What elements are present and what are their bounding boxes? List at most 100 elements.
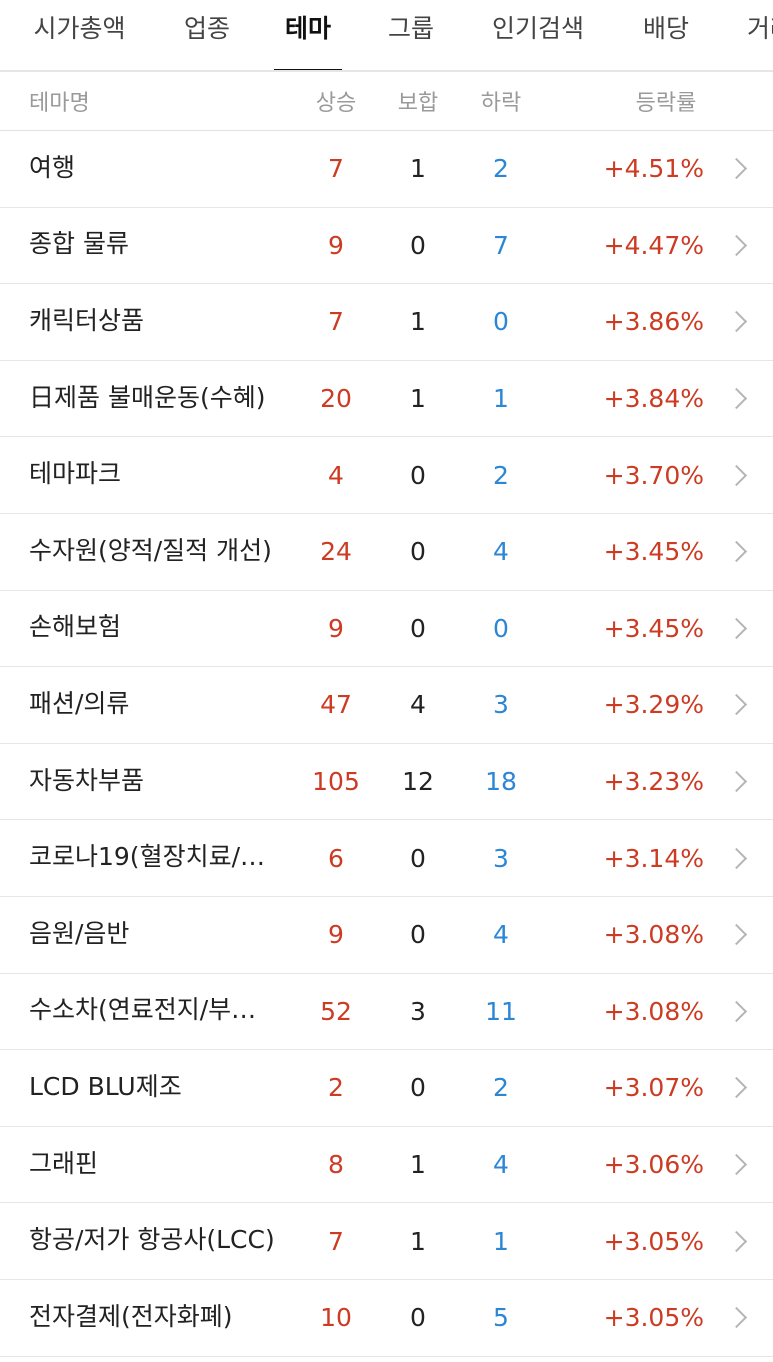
theme-name: 자동차부품: [29, 765, 145, 795]
falling-count: 2: [493, 1073, 509, 1103]
tab-popular-search[interactable]: 인기검색: [491, 14, 584, 43]
row-chevron: [724, 897, 756, 973]
table-row[interactable]: 여행 7 1 2 +4.51%: [0, 131, 773, 208]
unchanged-count: 1: [410, 307, 426, 337]
theme-name: 수자원(양적/질적 개선): [29, 535, 272, 565]
row-chevron: [724, 131, 756, 207]
theme-name: 日제품 불매운동(수혜): [29, 382, 266, 412]
rising-count: 9: [328, 920, 344, 950]
falling-count: 0: [493, 613, 509, 643]
theme-name: 테마파크: [29, 459, 122, 489]
table-row[interactable]: 손해보험 9 0 0 +3.45%: [0, 591, 773, 668]
change-rate: +3.86%: [603, 307, 704, 337]
header-falling: 하락: [480, 91, 522, 116]
unchanged-count: 0: [410, 1303, 426, 1333]
chevron-right-icon: [725, 694, 747, 716]
header-unchanged: 보합: [397, 91, 439, 116]
table-row[interactable]: 항공/저가 항공사(LCC) 7 1 1 +3.05%: [0, 1203, 773, 1280]
rising-count: 7: [328, 154, 344, 184]
tab-group[interactable]: 그룹: [387, 14, 434, 43]
rising-count: 4: [328, 460, 344, 490]
chevron-right-icon: [725, 847, 747, 869]
rising-count: 105: [312, 767, 360, 797]
change-rate: +3.45%: [603, 537, 704, 567]
table-row[interactable]: LCD BLU제조 2 0 2 +3.07%: [0, 1050, 773, 1127]
chevron-right-icon: [725, 311, 747, 333]
tab-industry[interactable]: 업종: [183, 14, 230, 43]
chevron-right-icon: [725, 1153, 747, 1176]
unchanged-count: 12: [402, 767, 434, 797]
table-row[interactable]: 전자결제(전자화폐) 10 0 5 +3.05%: [0, 1280, 773, 1357]
table-header: 테마명 상승 보합 하락 등락률: [0, 72, 773, 131]
change-rate: +3.07%: [603, 1073, 704, 1103]
chevron-right-icon: [725, 387, 747, 410]
tab-market-cap[interactable]: 시가총액: [33, 14, 126, 43]
chevron-right-icon: [725, 924, 747, 946]
change-rate: +3.45%: [603, 613, 704, 643]
rising-count: 9: [328, 230, 344, 260]
chevron-right-icon: [725, 464, 747, 486]
falling-count: 4: [493, 1150, 509, 1180]
change-rate: +3.06%: [603, 1150, 704, 1180]
chevron-right-icon: [725, 770, 747, 793]
falling-count: 7: [493, 230, 509, 260]
change-rate: +3.70%: [603, 460, 704, 490]
unchanged-count: 1: [410, 1226, 426, 1256]
change-rate: +3.23%: [603, 767, 704, 797]
theme-name: 그래핀: [29, 1148, 99, 1178]
theme-name: 수소차(연료전지/부…: [29, 995, 257, 1025]
falling-count: 1: [493, 1226, 509, 1256]
falling-count: 4: [493, 537, 509, 567]
row-chevron: [724, 284, 756, 360]
chevron-right-icon: [725, 617, 747, 639]
table-row[interactable]: 음원/음반 9 0 4 +3.08%: [0, 897, 773, 974]
change-rate: +3.08%: [603, 996, 704, 1026]
unchanged-count: 1: [410, 154, 426, 184]
falling-count: 3: [493, 690, 509, 720]
theme-name: LCD BLU제조: [29, 1071, 182, 1101]
table-row[interactable]: 테마파크 4 0 2 +3.70%: [0, 437, 773, 514]
falling-count: 2: [493, 460, 509, 490]
rising-count: 24: [320, 537, 352, 567]
row-chevron: [724, 1203, 756, 1279]
rising-count: 10: [320, 1303, 352, 1333]
table-row[interactable]: 캐릭터상품 7 1 0 +3.86%: [0, 284, 773, 361]
rising-count: 6: [328, 843, 344, 873]
table-row[interactable]: 코로나19(혈장치료/… 6 0 3 +3.14%: [0, 820, 773, 897]
rising-count: 7: [328, 307, 344, 337]
tab-theme[interactable]: 테마: [274, 0, 342, 70]
unchanged-count: 0: [410, 920, 426, 950]
row-chevron: [724, 667, 756, 743]
chevron-right-icon: [725, 234, 747, 256]
header-theme-name: 테마명: [29, 91, 90, 116]
chevron-right-icon: [725, 158, 747, 180]
row-chevron: [724, 744, 756, 820]
rising-count: 2: [328, 1073, 344, 1103]
table-row[interactable]: 패션/의류 47 4 3 +3.29%: [0, 667, 773, 744]
table-row[interactable]: 日제품 불매운동(수혜) 20 1 1 +3.84%: [0, 361, 773, 438]
row-chevron: [724, 208, 756, 284]
unchanged-count: 3: [410, 996, 426, 1026]
change-rate: +4.51%: [603, 154, 704, 184]
row-chevron: [724, 514, 756, 590]
table-row[interactable]: 그래핀 8 1 4 +3.06%: [0, 1127, 773, 1204]
theme-name: 음원/음반: [29, 918, 130, 948]
table-row[interactable]: 수소차(연료전지/부… 52 3 11 +3.08%: [0, 974, 773, 1051]
chevron-right-icon: [725, 541, 747, 563]
table-row[interactable]: 종합 물류 9 0 7 +4.47%: [0, 208, 773, 285]
row-chevron: [724, 437, 756, 513]
row-chevron: [724, 1050, 756, 1126]
tab-dividend[interactable]: 배당: [642, 14, 689, 43]
table-row[interactable]: 수자원(양적/질적 개선) 24 0 4 +3.45%: [0, 514, 773, 591]
table-row[interactable]: 자동차부품 105 12 18 +3.23%: [0, 744, 773, 821]
header-rising: 상승: [315, 91, 357, 116]
tab-trading[interactable]: 거래: [746, 14, 773, 43]
market-tab-bar: 시가총액 업종 테마 그룹 인기검색 배당 거래: [0, 0, 773, 72]
theme-name: 패션/의류: [29, 688, 130, 718]
theme-name: 손해보험: [29, 612, 122, 642]
unchanged-count: 0: [410, 843, 426, 873]
row-chevron: [724, 974, 756, 1050]
row-chevron: [724, 591, 756, 667]
rising-count: 52: [320, 996, 352, 1026]
falling-count: 11: [485, 996, 517, 1026]
